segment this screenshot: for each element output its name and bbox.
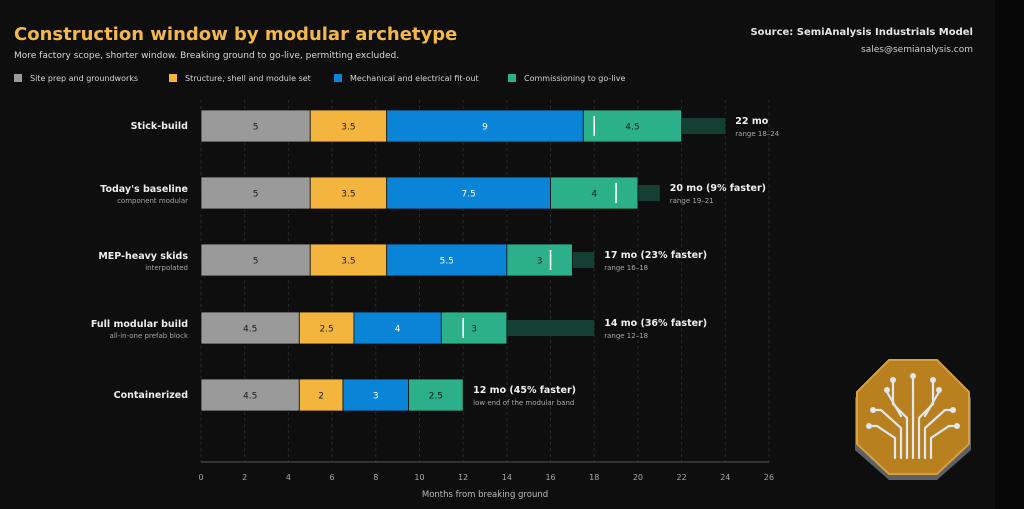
- data-label: 3.5: [341, 190, 355, 200]
- bar-segment-site-prep: [200, 378, 300, 412]
- data-label: 5: [253, 257, 259, 267]
- data-label: 3.5: [341, 257, 355, 267]
- bar-segment-commissioning: [408, 378, 464, 412]
- total-label: 17 mo (23% faster): [604, 250, 707, 261]
- data-label: 2: [318, 392, 324, 402]
- bar-segment-site-prep: [200, 243, 311, 277]
- data-label: 4.5: [625, 123, 639, 133]
- legend-swatch-site-prep: [14, 74, 22, 82]
- bar-segment-structure: [309, 176, 388, 210]
- chart-title: Construction window by modular archetype: [14, 24, 458, 45]
- bar-segment-commissioning: [440, 311, 508, 345]
- legend: Site prep and groundworks Structure, she…: [14, 72, 714, 84]
- data-label: 3.5: [341, 123, 355, 133]
- x-tick-label: 24: [720, 473, 730, 482]
- x-tick-label: 10: [414, 473, 424, 482]
- category-label: MEP-heavy skids: [98, 251, 188, 262]
- legend-item-commissioning: Commissioning to go-live: [508, 72, 625, 84]
- x-tick-label: 20: [633, 473, 643, 482]
- source-note: Source: SemiAnalysis Industrials Model: [750, 27, 973, 38]
- legend-swatch-mep: [334, 74, 342, 82]
- legend-item-site-prep: Site prep and groundworks: [14, 72, 138, 84]
- category-label: Full modular build: [91, 319, 188, 330]
- category-sublabel: all-in-one prefab block: [110, 332, 189, 340]
- circuit-tree-icon: [855, 359, 971, 480]
- data-label: 5.5: [440, 257, 454, 267]
- category-sublabel: component modular: [117, 197, 188, 205]
- legend-swatch-structure: [169, 74, 177, 82]
- total-label: 20 mo (9% faster): [670, 183, 766, 194]
- legend-item-structure: Structure, shell and module set: [169, 72, 311, 84]
- x-tick-label: 26: [764, 473, 774, 482]
- range-label: range 19–21: [670, 197, 714, 205]
- x-axis-title: Months from breaking ground: [422, 490, 548, 500]
- bar-segment-structure: [309, 109, 388, 143]
- data-label: 4: [591, 190, 597, 200]
- x-tick-label: 8: [373, 473, 378, 482]
- x-tick-label: 18: [589, 473, 599, 482]
- bar-segment-commissioning: [506, 243, 573, 277]
- x-tick-label: 12: [458, 473, 468, 482]
- legend-label-site-prep: Site prep and groundworks: [30, 73, 139, 83]
- data-label: 4: [395, 325, 401, 335]
- data-label: 3: [471, 325, 477, 335]
- total-label: 12 mo (45% faster): [473, 385, 576, 396]
- x-tick-label: 16: [545, 473, 555, 482]
- bar-segment-commissioning: [550, 176, 639, 210]
- category-sublabel: interpolated: [145, 264, 188, 272]
- legend-label-mep: Mechanical and electrical fit-out: [350, 73, 479, 83]
- x-tick-label: 14: [502, 473, 512, 482]
- x-tick-label: 2: [242, 473, 247, 482]
- bar-segment-site-prep: [200, 176, 311, 210]
- data-label: 9: [482, 123, 488, 133]
- bar-segment-structure: [309, 243, 388, 277]
- category-label: Containerized: [114, 390, 188, 401]
- x-tick-label: 0: [198, 473, 203, 482]
- contact-email: sales@semianalysis.com: [861, 45, 973, 55]
- bar-segment-commissioning: [582, 109, 683, 143]
- range-label: range 18–24: [735, 130, 779, 138]
- data-label: 3: [373, 392, 379, 402]
- bar-segment-mep: [386, 243, 508, 277]
- legend-swatch-commissioning: [508, 74, 516, 82]
- legend-label-commissioning: Commissioning to go-live: [524, 73, 626, 83]
- data-label: 5: [253, 123, 259, 133]
- data-label: 4.5: [243, 325, 257, 335]
- category-label: Today's baseline: [100, 184, 188, 195]
- category-label: Stick-build: [131, 121, 188, 132]
- bar-segment-structure: [298, 378, 344, 412]
- bar-segment-site-prep: [200, 311, 300, 345]
- total-label: 14 mo (36% faster): [604, 318, 707, 329]
- data-label: 2.5: [429, 392, 443, 402]
- total-label: 22 mo: [735, 116, 768, 127]
- range-label: range 16–18: [604, 264, 648, 272]
- range-label: low end of the modular band: [473, 399, 574, 407]
- data-label: 2.5: [319, 325, 333, 335]
- legend-label-structure: Structure, shell and module set: [185, 73, 311, 83]
- range-label: range 12–18: [604, 332, 648, 340]
- data-label: 4.5: [243, 392, 257, 402]
- legend-item-mep: Mechanical and electrical fit-out: [334, 72, 479, 84]
- chart-subtitle: More factory scope, shorter window. Brea…: [14, 51, 400, 61]
- x-tick-label: 6: [330, 473, 335, 482]
- bar-segment-mep: [342, 378, 409, 412]
- data-label: 7.5: [461, 190, 475, 200]
- x-tick-label: 4: [286, 473, 291, 482]
- data-label: 5: [253, 190, 259, 200]
- data-label: 3: [537, 257, 543, 267]
- x-tick-label: 22: [677, 473, 687, 482]
